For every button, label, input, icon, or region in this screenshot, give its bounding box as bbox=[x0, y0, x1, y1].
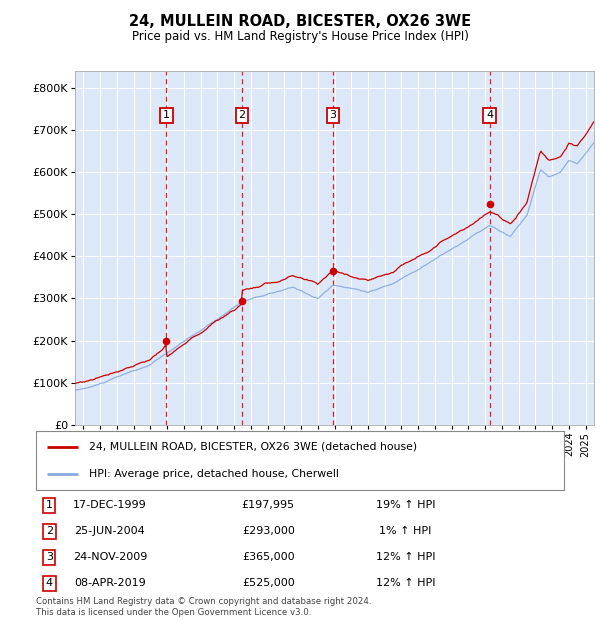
Text: £293,000: £293,000 bbox=[242, 526, 295, 536]
Text: Contains HM Land Registry data © Crown copyright and database right 2024.
This d: Contains HM Land Registry data © Crown c… bbox=[36, 598, 371, 617]
Text: 19% ↑ HPI: 19% ↑ HPI bbox=[376, 500, 436, 510]
Text: 3: 3 bbox=[329, 110, 337, 120]
Text: 2: 2 bbox=[46, 526, 53, 536]
Text: 4: 4 bbox=[486, 110, 493, 120]
Text: 24, MULLEIN ROAD, BICESTER, OX26 3WE: 24, MULLEIN ROAD, BICESTER, OX26 3WE bbox=[129, 14, 471, 29]
Text: 12% ↑ HPI: 12% ↑ HPI bbox=[376, 578, 436, 588]
Text: 1: 1 bbox=[163, 110, 170, 120]
Text: 3: 3 bbox=[46, 552, 53, 562]
Text: Price paid vs. HM Land Registry's House Price Index (HPI): Price paid vs. HM Land Registry's House … bbox=[131, 30, 469, 43]
Text: 24-NOV-2009: 24-NOV-2009 bbox=[73, 552, 147, 562]
Text: 25-JUN-2004: 25-JUN-2004 bbox=[74, 526, 145, 536]
Text: 24, MULLEIN ROAD, BICESTER, OX26 3WE (detached house): 24, MULLEIN ROAD, BICESTER, OX26 3WE (de… bbox=[89, 442, 417, 452]
Text: £525,000: £525,000 bbox=[242, 578, 295, 588]
Text: 08-APR-2019: 08-APR-2019 bbox=[74, 578, 146, 588]
Text: HPI: Average price, detached house, Cherwell: HPI: Average price, detached house, Cher… bbox=[89, 469, 338, 479]
Text: £365,000: £365,000 bbox=[242, 552, 295, 562]
Text: 12% ↑ HPI: 12% ↑ HPI bbox=[376, 552, 436, 562]
Text: 2: 2 bbox=[239, 110, 245, 120]
Text: 17-DEC-1999: 17-DEC-1999 bbox=[73, 500, 147, 510]
Text: 4: 4 bbox=[46, 578, 53, 588]
Text: 1% ↑ HPI: 1% ↑ HPI bbox=[379, 526, 432, 536]
Text: 1: 1 bbox=[46, 500, 53, 510]
Text: £197,995: £197,995 bbox=[242, 500, 295, 510]
